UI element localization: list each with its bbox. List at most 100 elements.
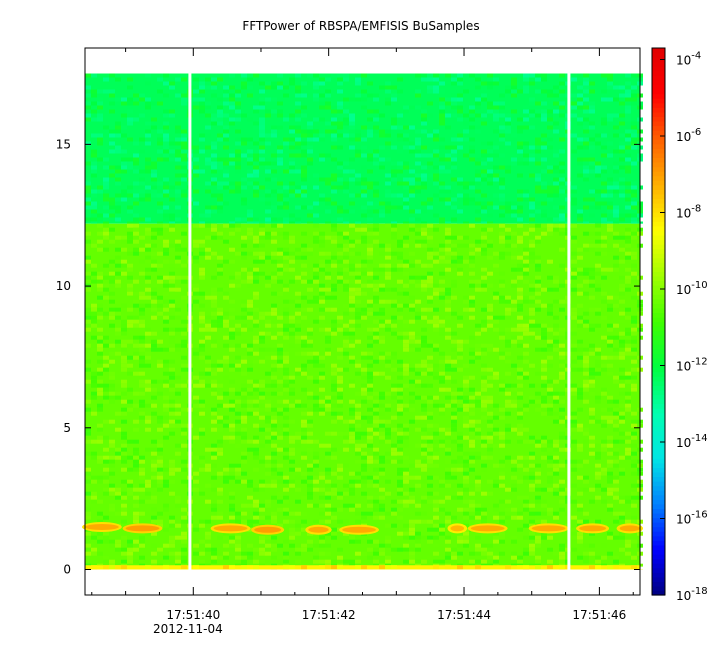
heatmap-cell (463, 77, 469, 82)
heatmap-cell (337, 251, 343, 256)
heatmap-cell (481, 375, 487, 380)
heatmap-cell (181, 331, 187, 336)
heatmap-cell (289, 299, 295, 304)
heatmap-cell (511, 161, 517, 166)
heatmap-cell (511, 93, 517, 98)
heatmap-cell (139, 295, 145, 300)
heatmap-cell (421, 279, 427, 284)
heatmap-cell (193, 105, 199, 110)
heatmap-cell (175, 423, 181, 428)
heatmap-cell (613, 347, 619, 352)
heatmap-cell (469, 339, 475, 344)
heatmap-cell (199, 105, 205, 110)
heatmap-cell (307, 375, 313, 380)
heatmap-cell (121, 239, 127, 244)
heatmap-cell (115, 427, 121, 432)
heatmap-cell (259, 339, 265, 344)
heatmap-cell (109, 173, 115, 178)
heatmap-cell (391, 165, 397, 170)
heatmap-cell (229, 503, 235, 508)
heatmap-cell (541, 287, 547, 292)
heatmap-cell (481, 467, 487, 472)
heatmap-cell (445, 363, 451, 368)
heatmap-cell (97, 439, 103, 444)
heatmap-cell (493, 177, 499, 182)
heatmap-cell (469, 157, 475, 162)
heatmap-cell (355, 315, 361, 320)
heatmap-cell (271, 303, 277, 308)
heatmap-cell (235, 137, 241, 142)
heatmap-cell (583, 379, 589, 384)
heatmap-cell (613, 519, 619, 524)
heatmap-cell (475, 551, 481, 556)
heatmap-cell (103, 447, 109, 452)
heatmap-cell (625, 439, 631, 444)
heatmap-cell (475, 419, 481, 424)
heatmap-cell (295, 383, 301, 388)
heatmap-cell (481, 287, 487, 292)
heatmap-cell (631, 483, 637, 488)
heatmap-cell (181, 177, 187, 182)
heatmap-cell (445, 259, 451, 264)
heatmap-cell (97, 113, 103, 118)
heatmap-cell (289, 157, 295, 162)
heatmap-cell (295, 125, 301, 130)
heatmap-cell (373, 423, 379, 428)
heatmap-cell (319, 247, 325, 252)
heatmap-cell (601, 343, 607, 348)
heatmap-cell (373, 213, 379, 218)
heatmap-cell (169, 221, 175, 224)
heatmap-cell (223, 323, 229, 328)
heatmap-cell (199, 311, 205, 316)
heatmap-cell (259, 507, 265, 512)
heatmap-cell (547, 145, 553, 150)
heatmap-cell (331, 185, 337, 190)
heatmap-cell (265, 499, 271, 504)
heatmap-cell (277, 73, 283, 78)
heatmap-cell (373, 117, 379, 122)
heatmap-cell (499, 475, 505, 480)
heatmap-cell (445, 547, 451, 552)
heatmap-cell (457, 543, 463, 548)
heatmap-cell (325, 209, 331, 214)
heatmap-cell (157, 511, 163, 516)
heatmap-cell (121, 459, 127, 464)
heatmap-cell (547, 217, 553, 222)
heatmap-cell (349, 427, 355, 432)
heatmap-cell (115, 447, 121, 452)
heatmap-cell (151, 495, 157, 500)
heatmap-cell (427, 447, 433, 452)
heatmap-cell (157, 419, 163, 424)
heatmap-cell (271, 231, 277, 236)
heatmap-cell (367, 247, 373, 252)
heatmap-cell (583, 363, 589, 368)
heatmap-cell (289, 255, 295, 260)
heatmap-cell (331, 227, 337, 232)
heatmap-cell (169, 303, 175, 308)
heatmap-cell (631, 193, 637, 198)
heatmap-cell (475, 105, 481, 110)
heatmap-cell (349, 291, 355, 296)
heatmap-cell (331, 471, 337, 476)
heatmap-cell (469, 251, 475, 256)
heatmap-cell (553, 279, 559, 284)
heatmap-cell (259, 407, 265, 412)
heatmap-cell (619, 419, 625, 424)
heatmap-cell (157, 443, 163, 448)
heatmap-cell (337, 121, 343, 126)
heatmap-cell (385, 275, 391, 280)
heatmap-cell (379, 319, 385, 324)
heatmap-cell (193, 455, 199, 460)
heatmap-cell (409, 181, 415, 186)
heatmap-cell (601, 239, 607, 244)
heatmap-cell (247, 221, 253, 224)
heatmap-cell (145, 73, 151, 78)
heatmap-cell (205, 367, 211, 372)
heatmap-cell (397, 367, 403, 372)
heatmap-cell (481, 323, 487, 328)
heatmap-cell (145, 363, 151, 368)
heatmap-cell (457, 391, 463, 396)
heatmap-cell (229, 367, 235, 372)
heatmap-cell (451, 243, 457, 248)
heatmap-cell (253, 165, 259, 170)
